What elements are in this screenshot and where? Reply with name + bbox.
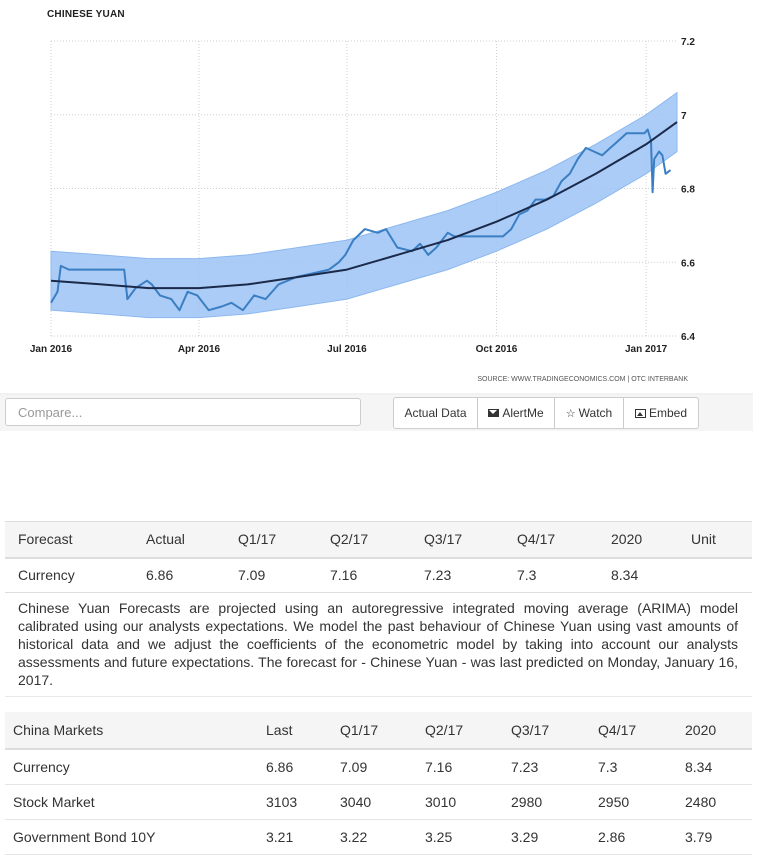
market-cell: 3040 — [334, 784, 419, 820]
y-tick-label: 6.8 — [681, 185, 695, 196]
forecast-description: Chinese Yuan Forecasts are projected usi… — [5, 592, 752, 697]
market-cell: 3.21 — [258, 819, 334, 855]
star-icon: ☆ — [565, 407, 576, 420]
markets-row-government-bond[interactable]: Government Bond 10Y 3.21 3.22 3.25 3.29 … — [5, 819, 752, 855]
forecast-header-cell: Forecast — [5, 521, 133, 559]
market-cell: 7.09 — [334, 749, 419, 785]
envelope-icon — [488, 409, 500, 417]
watch-button[interactable]: ☆ Watch — [555, 398, 624, 428]
markets-row-stock-market[interactable]: Stock Market 3103 3040 3010 2980 2950 24… — [5, 784, 752, 820]
trend-band — [50, 91, 678, 319]
markets-header-cell: 2020 — [678, 712, 752, 750]
markets-header-cell: Q4/17 — [592, 712, 678, 750]
x-tick-label: Jul 2016 — [327, 344, 367, 355]
market-cell: 3103 — [258, 784, 334, 820]
alertme-label: AlertMe — [502, 406, 544, 420]
forecast-header-cell: Q4/17 — [504, 521, 597, 559]
forecast-cell: Currency — [5, 557, 133, 593]
y-tick-label: 7.2 — [681, 37, 695, 48]
chart: CHINESE YUAN 6.4 6.6 6.8 7 7.2 Jan 2016 Apr 20… — [0, 0, 761, 395]
china-markets-table: China Markets Last Q1/17 Q2/17 Q3/17 Q4/… — [5, 712, 752, 855]
forecast-description-row: Chinese Yuan Forecasts are projected usi… — [5, 592, 752, 697]
alertme-button[interactable]: AlertMe — [478, 398, 555, 428]
actual-data-label: Actual Data — [404, 406, 467, 420]
x-tick-label: Apr 2016 — [178, 344, 221, 355]
chart-toolbar: Actual Data AlertMe ☆ Watch Embed — [0, 395, 753, 431]
market-cell: 8.34 — [678, 749, 752, 785]
market-name-link[interactable]: Currency — [5, 749, 258, 785]
forecast-cell: 7.23 — [411, 557, 504, 593]
source-label: SOURCE: WWW.TRADINGECONOMICS.COM | OTC I… — [477, 376, 688, 383]
forecast-header-cell: Q2/17 — [318, 521, 411, 559]
y-tick-label: 6.4 — [681, 332, 695, 343]
chart-title: CHINESE YUAN — [47, 9, 125, 20]
forecast-cell: 6.86 — [133, 557, 226, 593]
market-name-link[interactable]: Government Bond 10Y — [5, 819, 258, 855]
watch-label: Watch — [578, 406, 613, 420]
forecast-cell: 7.3 — [504, 557, 597, 593]
market-cell: 3.29 — [505, 819, 592, 855]
forecast-header-cell: Q3/17 — [411, 521, 504, 559]
market-cell: 7.23 — [505, 749, 592, 785]
market-cell: 7.16 — [419, 749, 505, 785]
forecast-cell: 8.34 — [597, 557, 684, 593]
forecast-cell — [684, 557, 752, 593]
forecast-header-cell: Q1/17 — [226, 521, 318, 559]
forecast-header-cell: Unit — [684, 521, 752, 559]
embed-button[interactable]: Embed — [624, 398, 698, 428]
markets-header-row: China Markets Last Q1/17 Q2/17 Q3/17 Q4/… — [5, 712, 752, 750]
forecast-table: Forecast Actual Q1/17 Q2/17 Q3/17 Q4/17 … — [5, 521, 752, 697]
x-tick-label: Jan 2016 — [30, 344, 73, 355]
market-name-link[interactable]: Stock Market — [5, 784, 258, 820]
markets-header-cell: China Markets — [5, 712, 258, 750]
markets-header-cell: Q2/17 — [419, 712, 505, 750]
market-cell: 3.79 — [678, 819, 752, 855]
trend-line — [50, 121, 678, 290]
market-cell: 3010 — [419, 784, 505, 820]
chart-canvas: 6.4 6.6 6.8 7 7.2 Jan 2016 Apr 2016 Jul 2016 Oct… — [0, 37, 753, 395]
markets-header-cell: Q3/17 — [505, 712, 592, 750]
compare-input[interactable] — [5, 398, 361, 426]
market-cell: 7.3 — [592, 749, 678, 785]
markets-row-currency[interactable]: Currency 6.86 7.09 7.16 7.23 7.3 8.34 — [5, 749, 752, 785]
market-cell: 2480 — [678, 784, 752, 820]
y-tick-label: 7 — [681, 111, 687, 122]
actual-data-button[interactable]: Actual Data — [394, 398, 478, 428]
market-cell: 3.22 — [334, 819, 419, 855]
chart-button-group: Actual Data AlertMe ☆ Watch Embed — [393, 397, 699, 429]
markets-header-cell: Last — [258, 712, 334, 750]
forecast-header-cell: Actual — [133, 521, 226, 559]
embed-label: Embed — [648, 406, 688, 420]
image-icon — [634, 408, 646, 418]
markets-header-cell: Q1/17 — [334, 712, 419, 750]
forecast-cell: 7.09 — [226, 557, 318, 593]
forecast-header-cell: 2020 — [597, 521, 684, 559]
forecast-header-row: Forecast Actual Q1/17 Q2/17 Q3/17 Q4/17 … — [5, 521, 752, 559]
market-cell: 2.86 — [592, 819, 678, 855]
x-tick-label: Oct 2016 — [476, 344, 518, 355]
market-cell: 2980 — [505, 784, 592, 820]
market-cell: 3.25 — [419, 819, 505, 855]
forecast-row: Currency 6.86 7.09 7.16 7.23 7.3 8.34 — [5, 557, 752, 593]
y-tick-label: 6.6 — [681, 258, 695, 269]
x-tick-label: Jan 2017 — [625, 344, 668, 355]
market-cell: 6.86 — [258, 749, 334, 785]
market-cell: 2950 — [592, 784, 678, 820]
forecast-cell: 7.16 — [318, 557, 411, 593]
